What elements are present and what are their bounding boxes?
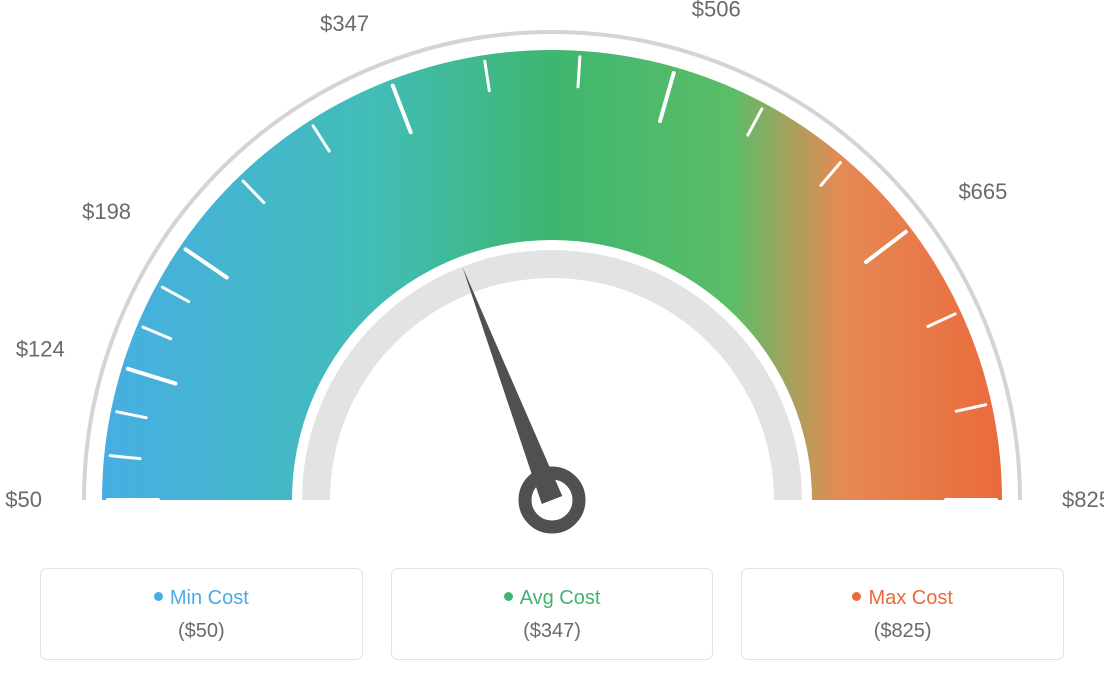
legend-dot-min	[154, 592, 163, 601]
legend-title-max: Max Cost	[752, 587, 1053, 610]
legend-title-avg: Avg Cost	[402, 587, 703, 610]
gauge-tick-label: $347	[320, 11, 369, 36]
gauge-tick-label: $506	[692, 0, 741, 22]
legend-value-min: ($50)	[51, 620, 352, 643]
gauge-tick-label: $825	[1062, 487, 1104, 512]
legend-value-avg: ($347)	[402, 620, 703, 643]
legend-title-text: Min Cost	[170, 587, 249, 609]
gauge-minor-tick	[578, 57, 580, 87]
legend-title-min: Min Cost	[51, 587, 352, 610]
legend-dot-avg	[504, 592, 513, 601]
gauge-tick-label: $198	[82, 199, 131, 224]
gauge-tick-label: $665	[958, 179, 1007, 204]
legend-value-max: ($825)	[752, 620, 1053, 643]
legend-title-text: Max Cost	[868, 587, 952, 609]
gauge-tick-label: $50	[5, 487, 42, 512]
gauge-tick-label: $124	[16, 336, 65, 361]
legend-card-max: Max Cost ($825)	[741, 568, 1064, 660]
legend-title-text: Avg Cost	[520, 587, 601, 609]
legend-row: Min Cost ($50) Avg Cost ($347) Max Cost ($825…	[40, 568, 1064, 660]
legend-card-avg: Avg Cost ($347)	[391, 568, 714, 660]
legend-dot-max	[852, 592, 861, 601]
cost-gauge: $50 $124 $198 $347 $506 $665 $825	[0, 0, 1104, 560]
gauge-svg: $50 $124 $198 $347 $506 $665 $825	[0, 0, 1104, 560]
legend-card-min: Min Cost ($50)	[40, 568, 363, 660]
